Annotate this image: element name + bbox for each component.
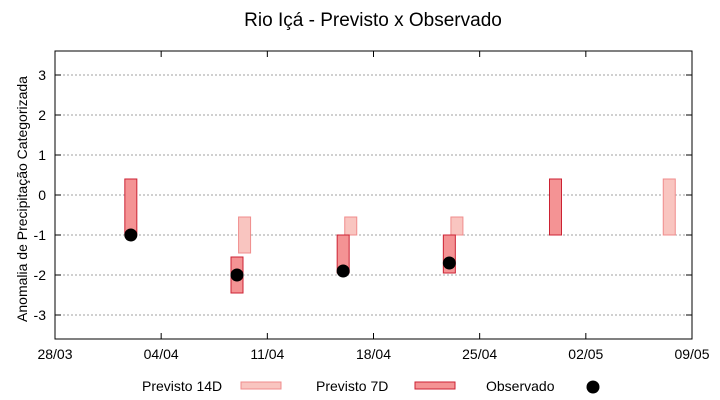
bar-previsto-14d (662, 178, 676, 236)
legend: Previsto 14D Previsto 7D Observado (142, 378, 600, 394)
legend-marker (586, 380, 600, 394)
grid-lines (55, 74, 692, 316)
observed-point (336, 264, 350, 278)
y-tick-label: 0 (38, 187, 46, 203)
x-tick-label: 11/04 (250, 346, 284, 362)
x-tick-label: 28/03 (37, 346, 72, 362)
x-tick-label: 09/05 (674, 346, 709, 362)
observed-point (442, 256, 456, 270)
x-tick-label: 02/05 (568, 346, 603, 362)
observed-points (124, 228, 456, 282)
y-tick-label: -2 (34, 267, 47, 283)
x-tick-label: 04/04 (144, 346, 179, 362)
observed-point (124, 228, 138, 242)
legend-label: Previsto 14D (142, 378, 222, 394)
y-tick-label: -1 (34, 227, 47, 243)
y-tick-label: 1 (38, 147, 46, 163)
legend-swatch (240, 381, 282, 390)
y-axis-label: Anomalia de Precipitação Categorizada (14, 76, 30, 322)
bar-previsto-7d (549, 178, 562, 236)
y-axis: 3 2 1 0 -1 -2 -3 (34, 67, 692, 323)
legend-label: Observado (486, 378, 555, 394)
y-tick-label: 2 (38, 107, 46, 123)
bar-previsto-14d (238, 216, 252, 254)
x-axis: 28/03 04/04 11/04 18/04 25/04 02/05 09/05 (37, 51, 710, 362)
forecast-bars (124, 178, 676, 294)
chart-title: Rio Içá - Previsto x Observado (244, 10, 502, 31)
bar-previsto-7d (124, 178, 138, 236)
bar-previsto-14d (450, 216, 464, 236)
y-tick-label: -3 (34, 307, 47, 323)
x-tick-label: 25/04 (462, 346, 497, 362)
y-tick-label: 3 (38, 67, 46, 83)
legend-swatch (414, 381, 456, 390)
x-tick-label: 18/04 (356, 346, 391, 362)
bar-previsto-14d (344, 216, 358, 236)
observed-point (230, 268, 244, 282)
legend-label: Previsto 7D (316, 378, 388, 394)
